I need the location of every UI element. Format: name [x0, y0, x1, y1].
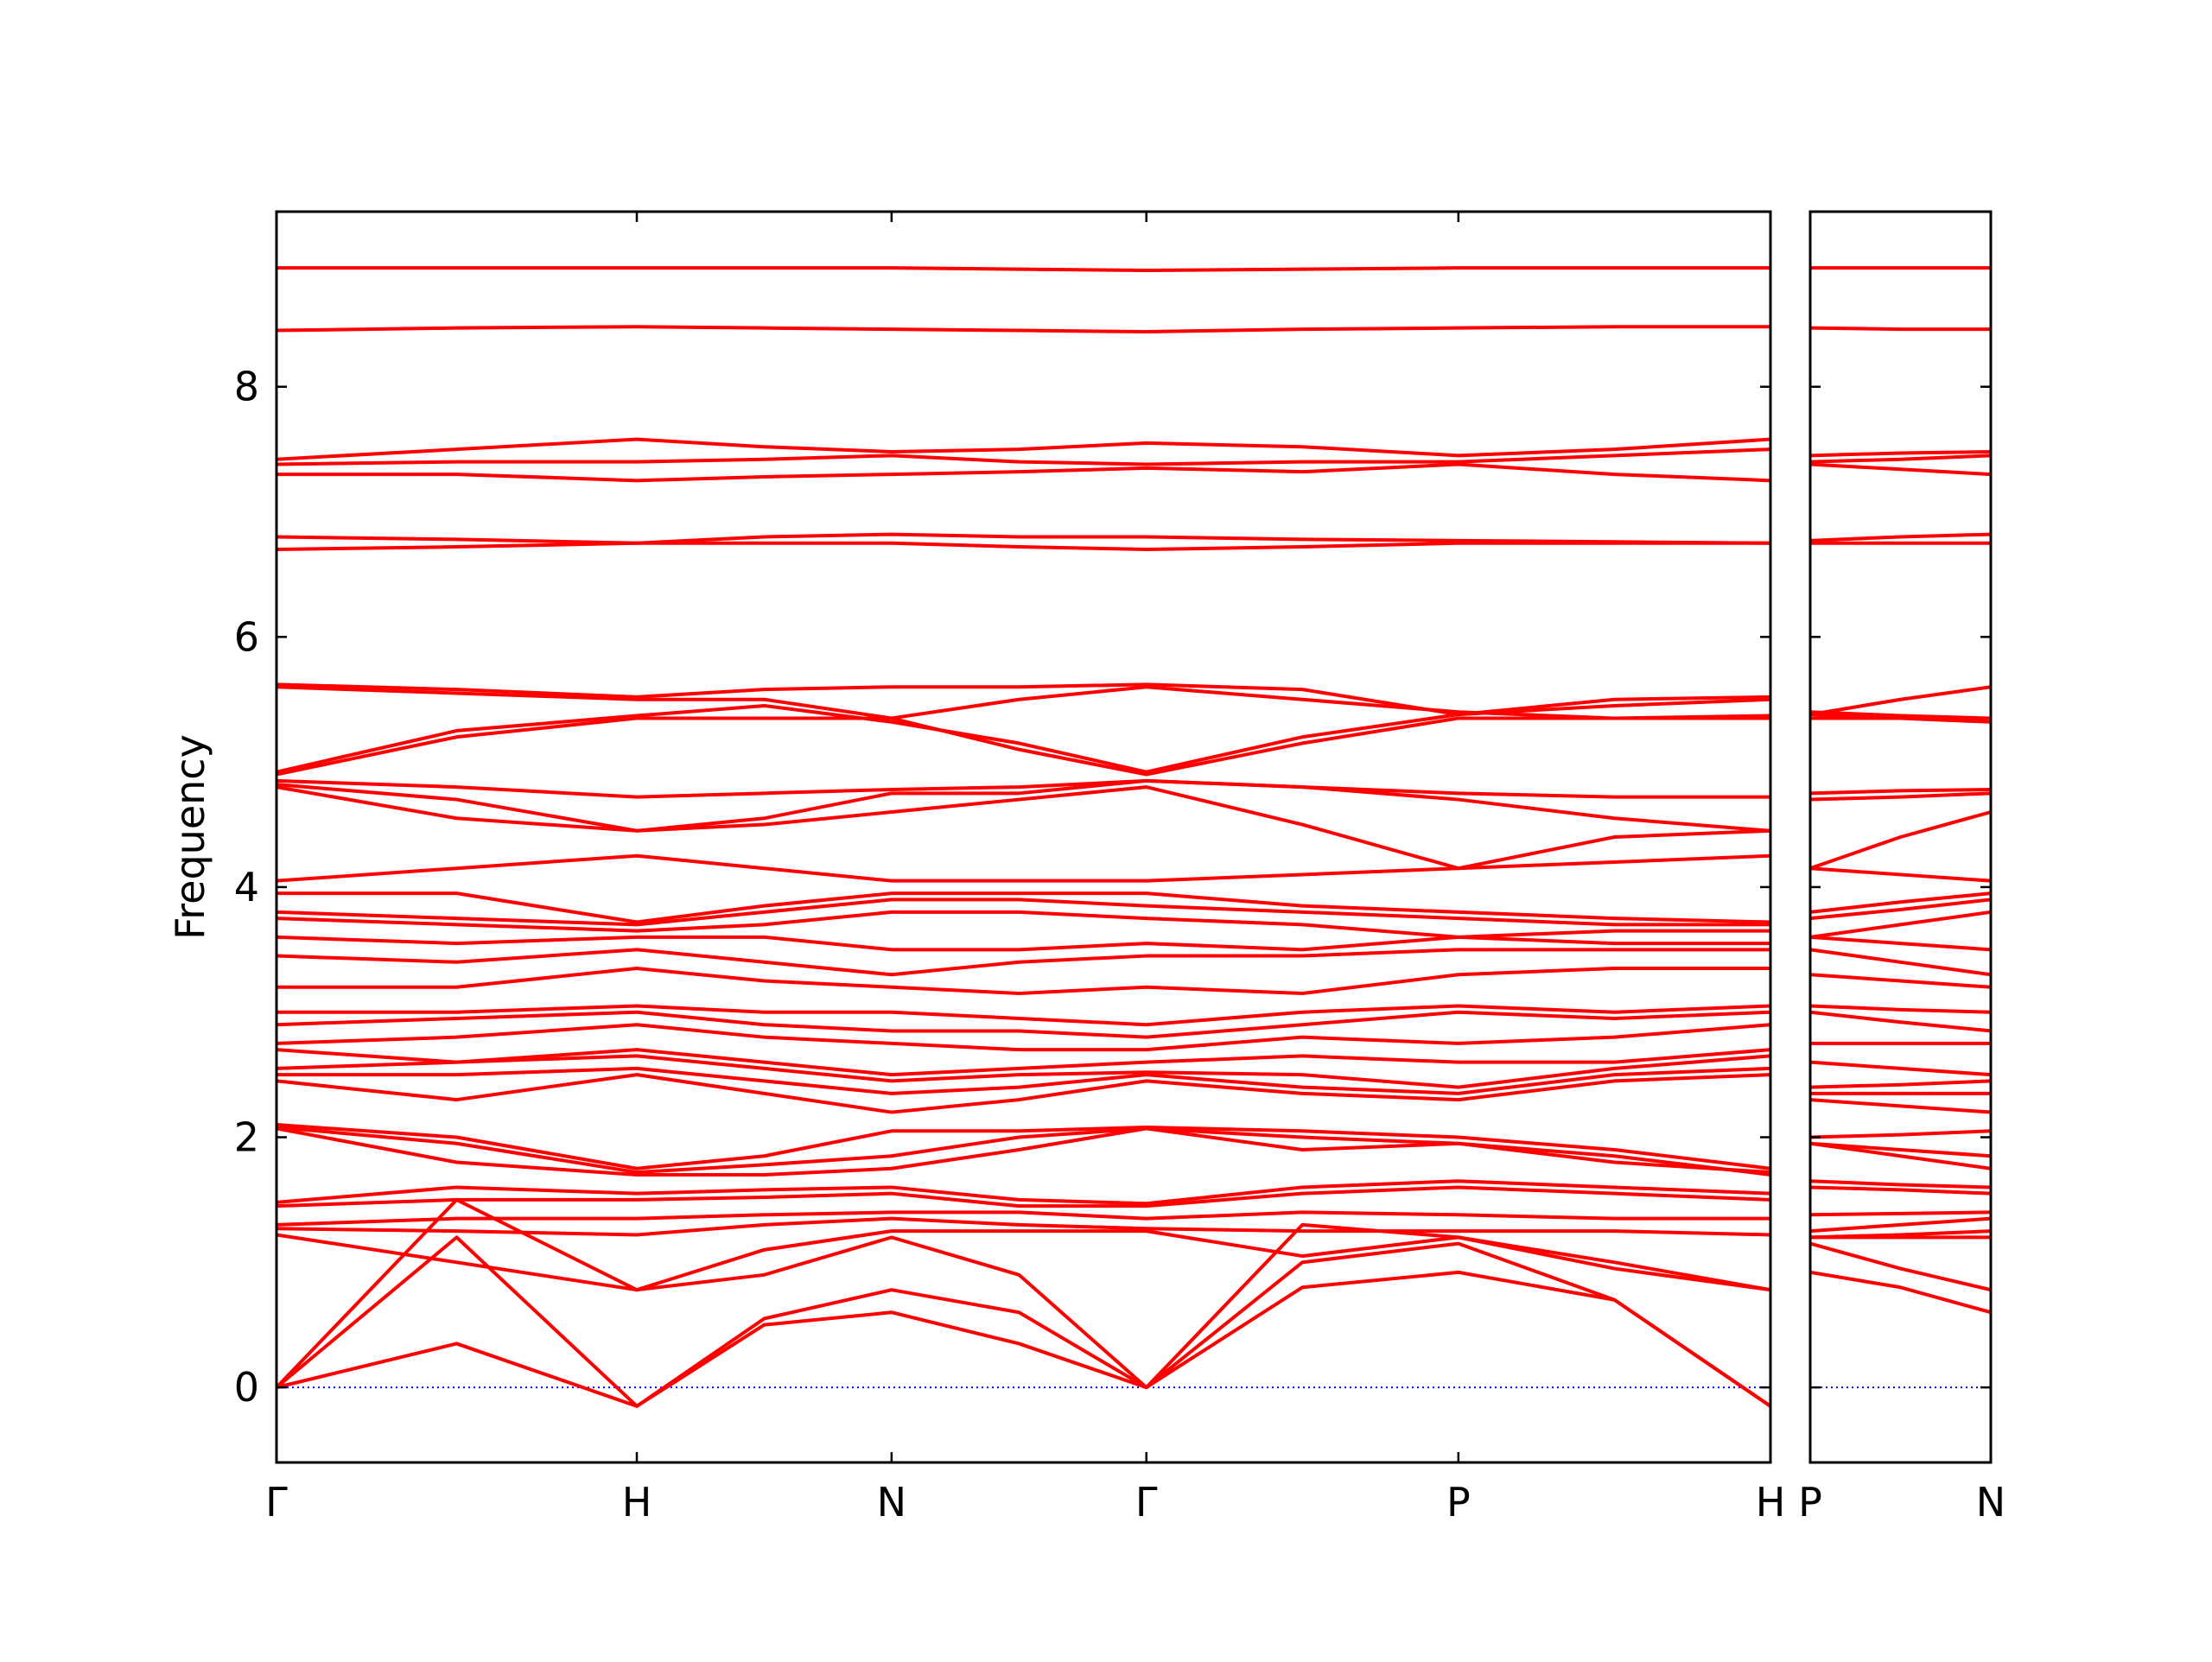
band-line: [1810, 898, 1991, 921]
band-line: [276, 1126, 1770, 1177]
band-line: [276, 1125, 1770, 1175]
x-tick-label: Γ: [1135, 1479, 1158, 1526]
band-line: [276, 1123, 1770, 1170]
panel: 0 2 4 6 8 Γ H N Γ P H Frequency: [167, 210, 1786, 1526]
x-tick-label: P: [1446, 1479, 1471, 1526]
y-tick-label: 2: [234, 1114, 259, 1161]
band-line: [276, 778, 1770, 833]
x-tick-label: H: [622, 1479, 652, 1526]
y-tick-label: 4: [234, 864, 259, 910]
band-line: [1810, 710, 1991, 720]
band-line: [1810, 948, 1991, 977]
band-line: [1810, 1098, 1991, 1114]
band-line: [276, 1010, 1770, 1039]
band-line: [276, 1048, 1770, 1077]
band-line: [1810, 1141, 1991, 1158]
band-line: [1810, 891, 1991, 914]
band-line: [1810, 1241, 1991, 1292]
band-line: [1810, 810, 1991, 871]
band-line: [276, 1054, 1770, 1089]
band-line: [276, 1210, 1770, 1227]
band-line: [276, 1270, 1770, 1408]
band-line: [1810, 454, 1991, 464]
band-line: [276, 1197, 1770, 1390]
y-tick-label: 6: [234, 613, 259, 660]
band-line: [276, 447, 1770, 466]
band-line: [1810, 326, 1991, 332]
y-axis-label: Frequency: [167, 734, 213, 940]
band-line: [1810, 1185, 1991, 1196]
band-line: [1810, 1129, 1991, 1139]
band-line: [1810, 1216, 1991, 1234]
band-line: [276, 910, 1770, 939]
band-line: [276, 967, 1770, 995]
band-line: [1810, 1210, 1991, 1217]
band-line: [1810, 910, 1991, 939]
band-line: [1810, 1060, 1991, 1077]
band-line: [276, 1179, 1770, 1206]
band-line: [276, 778, 1770, 799]
x-tick-label: H: [1756, 1479, 1786, 1526]
x-tick-label: P: [1798, 1479, 1822, 1526]
band-line: [276, 462, 1770, 483]
band-line: [1810, 866, 1991, 883]
band-line: [1810, 450, 1991, 458]
x-tick-label: N: [1976, 1479, 2005, 1526]
band-line: [276, 1004, 1770, 1027]
band-line: [276, 1235, 1770, 1408]
band-line: [276, 437, 1770, 461]
band-line: [1810, 1141, 1991, 1170]
band-line: [276, 935, 1770, 952]
band-line: [276, 1023, 1770, 1052]
band-line: [276, 697, 1770, 774]
band-line: [1810, 532, 1991, 542]
band-line: [276, 785, 1770, 871]
band-line: [276, 716, 1770, 777]
band-line: [1810, 973, 1991, 989]
y-tick-label: 8: [234, 364, 259, 410]
plot-area: [276, 266, 1770, 1408]
band-line: [1810, 462, 1991, 477]
band-line: [1810, 1179, 1991, 1189]
band-line: [276, 325, 1770, 334]
band-line: [276, 898, 1770, 927]
band-line: [1810, 1229, 1991, 1240]
band-line: [276, 1073, 1770, 1114]
x-tick-label: Γ: [265, 1479, 288, 1526]
band-line: [1810, 787, 1991, 796]
axes-frame: [1808, 210, 1993, 1464]
band-line: [1810, 1270, 1991, 1315]
band-line: [276, 891, 1770, 924]
band-line: [276, 1185, 1770, 1208]
band-line: [1810, 1079, 1991, 1089]
band-line: [276, 1066, 1770, 1095]
band-line: [276, 685, 1770, 720]
band-line: [276, 682, 1770, 717]
band-line: [276, 948, 1770, 977]
axes-frame: [275, 210, 1772, 1464]
band-line: [276, 266, 1770, 273]
band-line: [276, 532, 1770, 545]
plot-area: [1810, 266, 1991, 1389]
band-line: [276, 1216, 1770, 1237]
x-tick-label: N: [877, 1479, 906, 1526]
band-line: [276, 541, 1770, 551]
y-tick-label: 0: [234, 1364, 259, 1411]
band-line: [1810, 935, 1991, 952]
band-line: [276, 1229, 1770, 1292]
band-line: [1810, 791, 1991, 802]
band-line: [276, 853, 1770, 883]
band-line: [1810, 1010, 1991, 1033]
band-line: [1810, 713, 1991, 724]
band-line: [1810, 685, 1991, 717]
band-line: [1810, 1004, 1991, 1014]
